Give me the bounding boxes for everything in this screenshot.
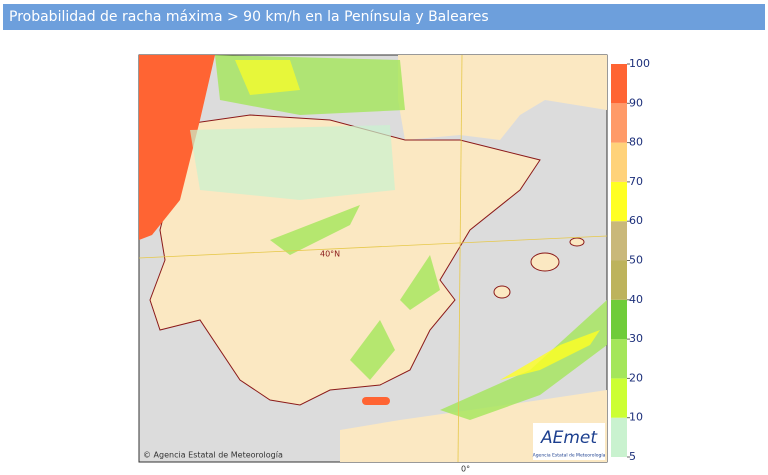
- scale-band: [611, 260, 627, 300]
- scale-band: [611, 417, 627, 457]
- lon-label: 0°: [461, 465, 470, 474]
- scale-band: [611, 103, 627, 143]
- prob-area: [350, 320, 395, 380]
- logo: AEmet: [540, 428, 598, 448]
- color-scale: 5 10 20 30 40 50 60 70 80 90 100: [611, 57, 650, 463]
- scale-label: 60: [629, 214, 643, 227]
- scale-band: [611, 221, 627, 261]
- title: Probabilidad de racha máxima > 90 km/h e…: [9, 9, 489, 25]
- credit: © Agencia Estatal de Meteorología: [143, 451, 283, 460]
- lat-label: 40°N: [320, 250, 340, 259]
- scale-band: [611, 181, 627, 222]
- scale-label: 70: [629, 175, 643, 188]
- high-prob-area: [139, 55, 215, 240]
- scale-band: [611, 339, 627, 379]
- meridian: [457, 54, 463, 463]
- scale-label: 20: [629, 371, 643, 384]
- prob-area: [362, 397, 390, 405]
- prob-area: [190, 125, 395, 200]
- scale-label: 40: [629, 293, 643, 306]
- scale-label: 100: [629, 57, 650, 70]
- scale-band: [611, 299, 627, 340]
- prob-area: [440, 300, 607, 420]
- scale-band: [611, 64, 627, 104]
- prob-area: [400, 255, 440, 310]
- scale-label: 5: [629, 450, 636, 463]
- logo-subtitle: Agencia Estatal de Meteorología: [533, 452, 606, 459]
- france: [398, 55, 607, 140]
- prob-area: [270, 205, 360, 255]
- scale-label: 10: [629, 411, 643, 424]
- title-bar: Probabilidad de racha máxima > 90 km/h e…: [3, 4, 765, 30]
- logo-box: [533, 423, 605, 460]
- island: [493, 285, 511, 299]
- prob-area: [235, 60, 300, 95]
- island: [569, 237, 585, 247]
- scale-label: 90: [629, 96, 643, 109]
- prob-area: [500, 330, 600, 380]
- scale-label: 50: [629, 254, 643, 267]
- scale-band: [611, 378, 627, 418]
- parallel: [138, 235, 608, 259]
- island: [530, 252, 560, 272]
- scale-label: 80: [629, 136, 643, 149]
- scale-band: [611, 142, 627, 182]
- scale-label: 30: [629, 332, 643, 345]
